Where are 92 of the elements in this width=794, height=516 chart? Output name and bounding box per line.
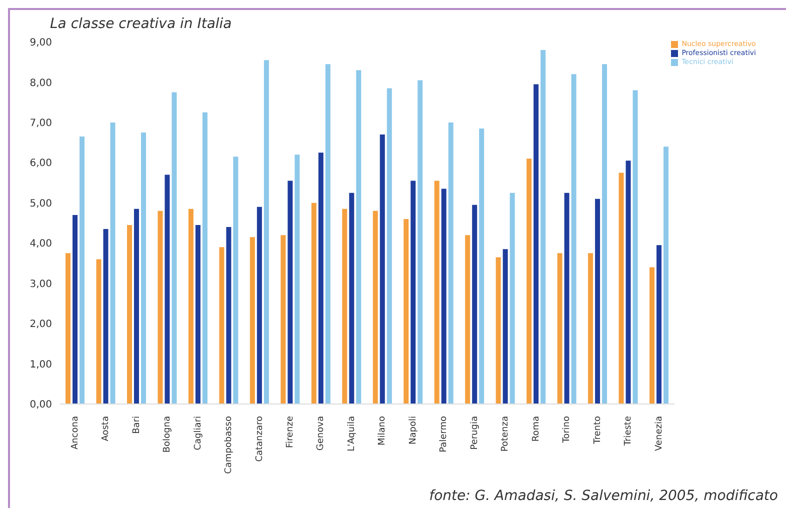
- bar: [404, 218, 409, 404]
- bar: [103, 229, 108, 404]
- x-tick-label: Cagliari: [193, 416, 204, 450]
- bar: [588, 253, 594, 404]
- x-tick-label: Ancona: [70, 416, 80, 450]
- bar: [434, 180, 440, 404]
- y-tick-label: 1,00: [30, 359, 52, 370]
- bar: [602, 64, 608, 404]
- bar: [632, 90, 638, 404]
- x-tick-label: Bologna: [162, 416, 173, 453]
- y-tick-label: 9,00: [30, 38, 52, 49]
- bar: [372, 210, 378, 404]
- bar: [195, 225, 200, 404]
- bar: [618, 172, 624, 404]
- y-tick-label: 2,00: [30, 319, 52, 330]
- bar: [280, 235, 286, 404]
- bar: [496, 257, 501, 404]
- bar: [226, 227, 232, 404]
- x-tick-label: Potenza: [500, 416, 511, 452]
- bar: [664, 146, 668, 404]
- bar: [510, 192, 515, 404]
- bar: [294, 154, 300, 404]
- bar: [534, 84, 539, 404]
- bar: [172, 92, 177, 404]
- bar: [233, 156, 238, 404]
- source-note: fonte: G. Amadasi, S. Salvemini, 2005, modificato: [429, 488, 778, 504]
- x-tick-label: Roma: [531, 416, 542, 442]
- y-tick-label: 4,00: [30, 238, 52, 250]
- bar: [288, 180, 293, 404]
- bar: [202, 112, 208, 404]
- bar: [418, 80, 423, 404]
- bar: [66, 253, 71, 404]
- bar: [380, 134, 385, 404]
- bar: [356, 70, 362, 404]
- bar: [650, 267, 654, 404]
- bar: [502, 249, 508, 404]
- chart-title: La classe creativa in Italia: [50, 16, 232, 32]
- bar: [626, 160, 631, 404]
- x-tick-label: Palermo: [439, 416, 450, 452]
- bar: [110, 122, 116, 404]
- bar: [188, 208, 194, 404]
- x-tick-label: Napoli: [408, 416, 418, 444]
- bar: [311, 202, 316, 404]
- bar: [219, 247, 224, 404]
- x-tick-label: Firenze: [286, 416, 296, 448]
- x-tick-label: Perugia: [470, 416, 480, 450]
- x-tick-label: Venezia: [654, 416, 664, 451]
- bar: [540, 50, 546, 404]
- bar: [595, 198, 600, 404]
- bar: [96, 259, 102, 404]
- bar: [479, 128, 484, 404]
- bar: [164, 174, 170, 404]
- bar: [318, 152, 324, 404]
- bar: [564, 192, 570, 404]
- x-tick-label: L'Aquila: [346, 416, 357, 452]
- x-tick-label: Bari: [132, 416, 142, 434]
- bar: [72, 214, 78, 404]
- bar: [325, 64, 330, 404]
- bar: [250, 237, 255, 404]
- x-tick-label: Trieste: [624, 416, 634, 447]
- bar: [526, 158, 532, 404]
- bar: [410, 180, 416, 404]
- x-tick-label: Torino: [562, 416, 572, 444]
- x-tick-label: Genova: [316, 416, 326, 451]
- y-tick-label: 5,00: [30, 198, 52, 210]
- y-tick-label: 0,00: [30, 400, 52, 411]
- y-tick-label: 6,00: [30, 158, 52, 170]
- bar: [557, 253, 562, 404]
- x-tick-label: Trento: [592, 416, 603, 445]
- bar: [349, 192, 354, 404]
- y-tick-label: 3,00: [30, 278, 52, 290]
- bar: [264, 60, 269, 404]
- bar: [134, 208, 140, 404]
- bar: [656, 245, 662, 404]
- bar: [465, 235, 470, 404]
- bar: [441, 188, 446, 404]
- bar: [256, 206, 262, 404]
- x-tick-label: Aosta: [101, 416, 112, 442]
- y-tick-label: 7,00: [30, 118, 52, 129]
- bar: [127, 225, 132, 404]
- bar: [472, 204, 478, 404]
- y-tick-label: 8,00: [30, 78, 52, 89]
- bar: [571, 74, 576, 404]
- bar: [448, 122, 454, 404]
- x-tick-label: Catanzaro: [254, 416, 265, 462]
- bar: [342, 208, 348, 404]
- bar: [158, 210, 163, 404]
- bar: [386, 88, 392, 404]
- bar: [80, 136, 85, 404]
- bar: [141, 132, 146, 404]
- x-tick-label: Milano: [378, 416, 388, 446]
- x-tick-label: Campobasso: [224, 416, 234, 474]
